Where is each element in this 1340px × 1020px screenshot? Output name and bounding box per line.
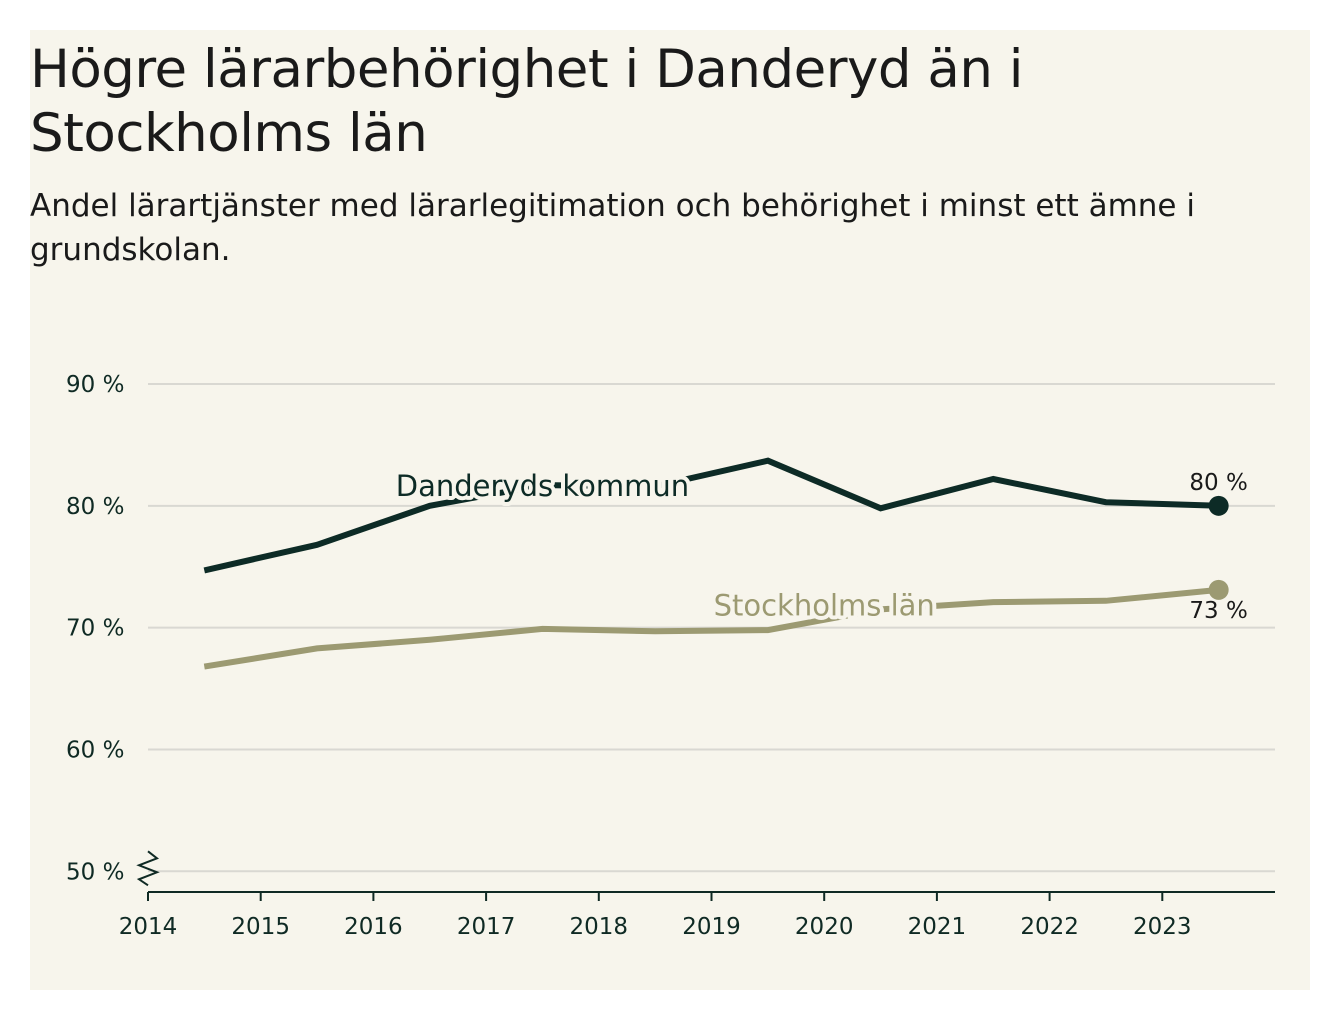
series-label-1: Stockholms län [714, 588, 935, 622]
axis-break-icon [136, 850, 160, 887]
x-tick-label: 2017 [457, 914, 516, 940]
y-tick-label: 60 % [66, 737, 124, 763]
y-tick-label: 90 % [66, 372, 124, 398]
line-chart: 50 % 60 % 70 % 80 % 90 % 2014 2015 2016 2017 2018… [66, 372, 1275, 940]
x-tick-label: 2015 [231, 914, 290, 940]
y-tick-label: 70 % [66, 616, 124, 642]
y-tick-label: 50 % [66, 859, 124, 885]
series-label-0: Danderyds kommun [396, 469, 689, 503]
x-tick-label: 2014 [119, 914, 178, 940]
chart-subtitle: Andel lärartjänster med lärarlegitimatio… [30, 188, 1195, 268]
end-value-label-1: 73 % [1189, 598, 1247, 624]
x-tick-label: 2021 [908, 914, 967, 940]
end-value-label-0: 80 % [1189, 470, 1247, 496]
chart-title: Högre lärarbehörighet i Danderyd än i St… [30, 39, 1024, 164]
chart-card: Högre lärarbehörighet i Danderyd än i St… [30, 30, 1310, 990]
series-line-1 [203, 586, 1219, 670]
x-tick-label: 2018 [570, 914, 629, 940]
end-point-1 [1208, 579, 1229, 600]
x-tick-label: 2019 [682, 914, 741, 940]
series-line-0 [203, 457, 1219, 574]
x-tick-label: 2023 [1133, 914, 1192, 940]
end-point-0 [1208, 495, 1229, 516]
x-tick-label: 2020 [795, 914, 854, 940]
y-tick-label: 80 % [66, 494, 124, 520]
x-tick-label: 2016 [344, 914, 403, 940]
x-tick-label: 2022 [1020, 914, 1079, 940]
